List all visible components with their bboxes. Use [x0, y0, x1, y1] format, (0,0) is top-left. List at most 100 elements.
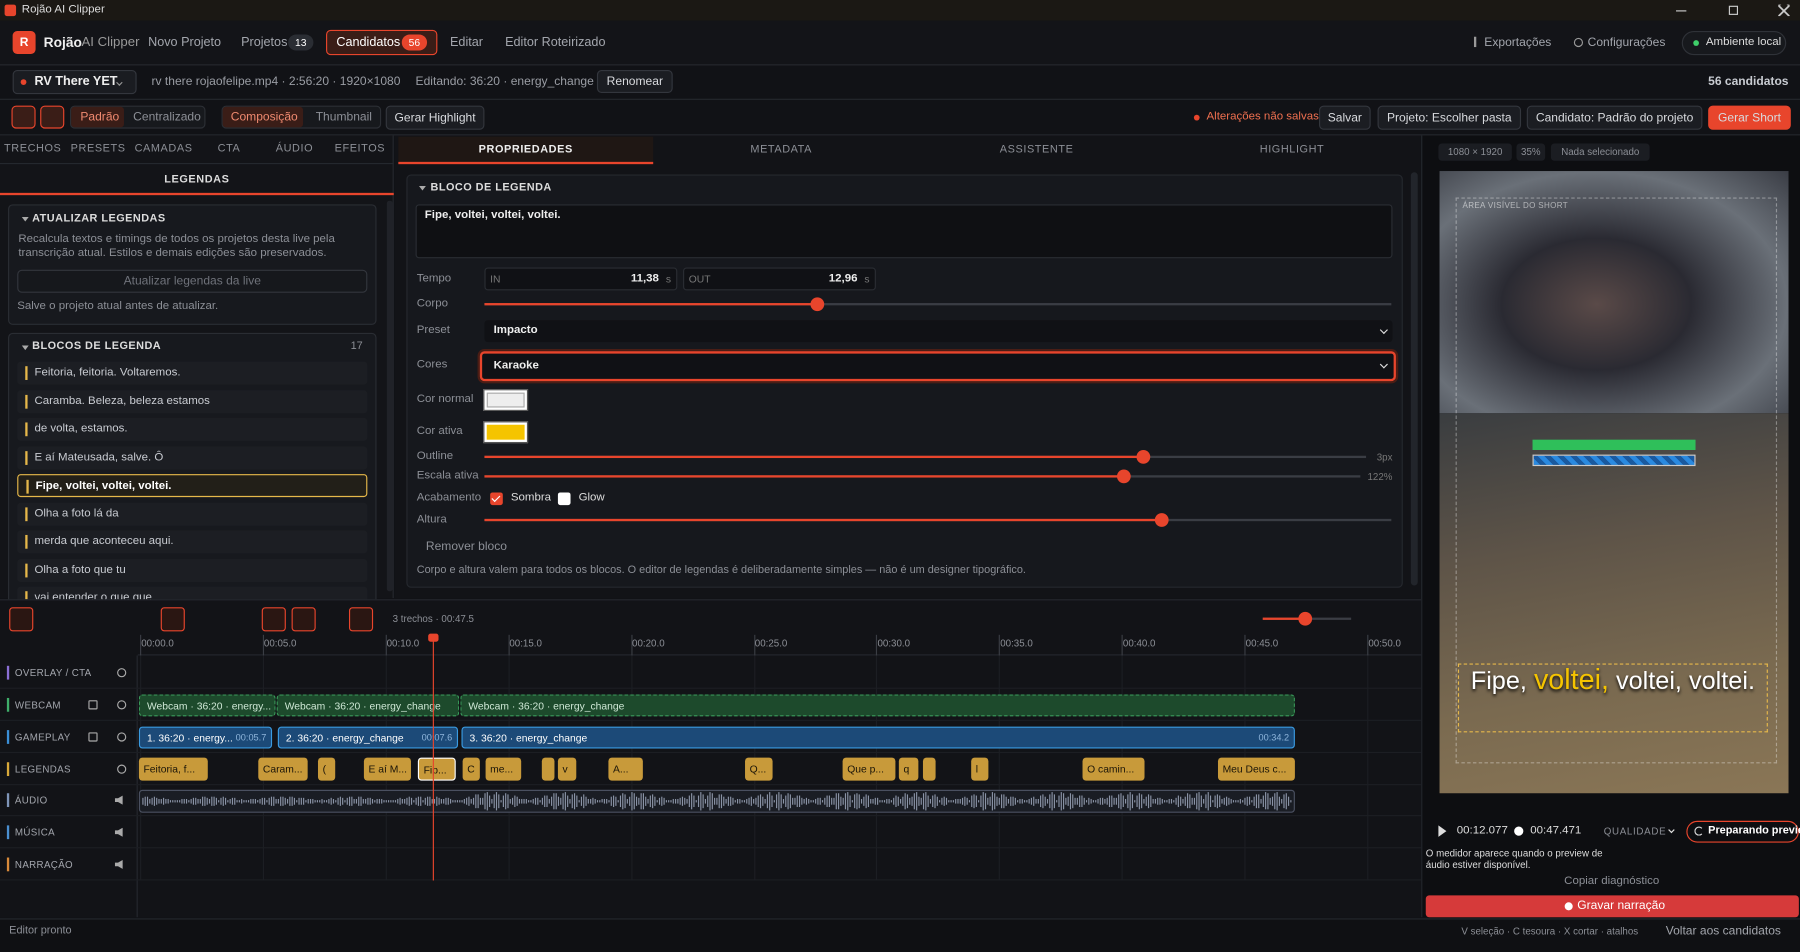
caption-block[interactable]: de volta, estamos.: [17, 417, 368, 441]
save-btn[interactable]: Salvar: [1319, 105, 1371, 130]
slider-knob[interactable]: [1136, 450, 1151, 464]
timeline-tool[interactable]: [291, 607, 316, 632]
editor-tab[interactable]: PROPRIEDADES: [478, 143, 573, 157]
caption-clip[interactable]: Feitoria, f...: [138, 757, 208, 781]
audio-clip[interactable]: [138, 789, 1295, 813]
quality[interactable]: QUALIDADE: [1603, 825, 1667, 837]
slider-track[interactable]: [484, 303, 1392, 306]
caption-block[interactable]: Feitoria, feitoria. Voltaremos.: [17, 361, 368, 385]
nav-item[interactable]: Projetos: [241, 35, 288, 50]
color-swatch[interactable]: [483, 421, 529, 444]
playhead-head[interactable]: [428, 633, 439, 642]
visible-icon[interactable]: [117, 764, 127, 774]
caption-clip[interactable]: (: [317, 757, 336, 781]
project-pill[interactable]: [12, 70, 137, 95]
webcam-clip[interactable]: Webcam · 36:20 · energy_change: [276, 694, 460, 717]
caption-clip[interactable]: C: [462, 757, 480, 781]
candidate-btn[interactable]: Candidato: Padrão do projeto: [1526, 105, 1703, 130]
lock-icon[interactable]: [88, 700, 98, 710]
timeline-tool[interactable]: [197, 607, 221, 631]
timeline-tool[interactable]: [160, 607, 185, 632]
caption-clip[interactable]: Meu Deus c...: [1217, 757, 1295, 781]
caption-textarea[interactable]: [415, 204, 1393, 259]
caption-clip[interactable]: me...: [485, 757, 522, 781]
close[interactable]: [1778, 5, 1790, 17]
nav-item[interactable]: Editar: [450, 35, 484, 50]
visible-icon[interactable]: [117, 732, 127, 742]
gameplay-clip[interactable]: 2. 36:20 · energy_change 00:07.6: [277, 726, 459, 749]
caption-block[interactable]: Olha a foto que tu: [17, 559, 368, 583]
timeline-tool[interactable]: [9, 607, 34, 632]
remove-block[interactable]: Remover bloco: [425, 539, 507, 554]
left-tab[interactable]: TRECHOS: [4, 142, 62, 155]
play-btn[interactable]: [1438, 825, 1447, 837]
slider-knob[interactable]: [1154, 513, 1169, 527]
mode-option[interactable]: Thumbnail: [315, 110, 372, 124]
timeline-tool[interactable]: [261, 607, 286, 632]
timeline-tool[interactable]: [226, 607, 250, 631]
timeline-tool[interactable]: [73, 607, 97, 631]
mode-option[interactable]: Composição: [230, 110, 298, 124]
caption-block[interactable]: Olha a foto lá da: [17, 502, 368, 526]
caption-block[interactable]: Fipe, voltei, voltei, voltei.: [17, 474, 368, 498]
caption-clip[interactable]: [541, 757, 555, 781]
left-tab[interactable]: ÁUDIO: [275, 142, 314, 155]
webcam-clip[interactable]: Webcam · 36:20 · energy_change: [460, 694, 1295, 717]
caption-clip[interactable]: E aí M...: [363, 757, 411, 781]
mute-icon[interactable]: [114, 859, 123, 870]
nav-item[interactable]: Candidatos: [336, 35, 401, 50]
slider-knob[interactable]: [1116, 469, 1131, 484]
caption-block[interactable]: Caramba. Beleza, beleza estamos: [17, 390, 368, 414]
mute-icon[interactable]: [114, 795, 123, 805]
caption-clip[interactable]: v: [557, 757, 577, 781]
settings[interactable]: Configurações: [1587, 35, 1666, 50]
editor-tab[interactable]: ASSISTENTE: [999, 143, 1074, 157]
minimize[interactable]: [1676, 10, 1687, 12]
left-tab[interactable]: CAMADAS: [134, 142, 193, 155]
layout-option[interactable]: Padrão: [80, 110, 120, 124]
time-input[interactable]: [484, 267, 678, 291]
caption-clip[interactable]: Fip...: [417, 757, 456, 781]
timeline-tool[interactable]: [103, 607, 127, 631]
layout-btn[interactable]: [40, 105, 65, 129]
copy-diagnostic[interactable]: Copiar diagnóstico: [1564, 874, 1660, 888]
left-tab[interactable]: EFEITOS: [334, 142, 386, 155]
gameplay-clip[interactable]: 3. 36:20 · energy_change 00:34.2: [461, 726, 1295, 749]
time-input[interactable]: [683, 267, 876, 291]
rename[interactable]: Renomear: [596, 70, 673, 93]
preset-select[interactable]: [484, 320, 1393, 343]
colors-select[interactable]: [479, 351, 1396, 382]
gameplay-clip[interactable]: 1. 36:20 · energy... 00:05.7: [138, 726, 273, 749]
exports[interactable]: Exportações: [1484, 35, 1552, 50]
visible-icon[interactable]: [117, 668, 127, 678]
nav-item[interactable]: Novo Projeto: [148, 35, 222, 50]
caption-clip[interactable]: l: [971, 757, 989, 781]
caption-clip[interactable]: Q...: [745, 757, 773, 781]
caption-clip[interactable]: O camin...: [1082, 757, 1145, 781]
project-folder-btn[interactable]: Projeto: Escolher pasta: [1377, 105, 1522, 130]
update-btn[interactable]: Atualizar legendas da live: [17, 269, 368, 293]
generate-btn[interactable]: Gerar Short: [1708, 105, 1791, 130]
maximize[interactable]: [1728, 5, 1739, 15]
slider-knob[interactable]: [810, 297, 825, 312]
lock-icon[interactable]: [88, 732, 98, 742]
color-swatch[interactable]: [483, 389, 529, 411]
timeline-tool[interactable]: [39, 607, 63, 631]
mute-icon[interactable]: [114, 827, 123, 837]
timeline-tool[interactable]: [132, 607, 156, 631]
zoom-knob[interactable]: [1298, 611, 1313, 626]
timeline-tool[interactable]: [320, 607, 344, 631]
webcam-clip[interactable]: Webcam · 36:20 · energy...: [138, 694, 276, 717]
editor-tab[interactable]: METADATA: [750, 143, 812, 157]
caption-block[interactable]: merda que aconteceu aqui.: [17, 530, 368, 554]
layout-btn[interactable]: [11, 105, 36, 129]
caption-block[interactable]: E aí Mateusada, salve. Ô: [17, 446, 368, 470]
caption-clip[interactable]: q: [898, 757, 919, 781]
layout-option[interactable]: Centralizado: [133, 110, 201, 124]
checkbox[interactable]: [490, 492, 503, 506]
editor-tab[interactable]: HIGHLIGHT: [1259, 143, 1325, 157]
visible-icon[interactable]: [117, 700, 127, 710]
left-tab[interactable]: CTA: [217, 142, 241, 155]
left-subtab[interactable]: LEGENDAS: [164, 173, 230, 186]
scrub-dot[interactable]: [1514, 826, 1524, 836]
